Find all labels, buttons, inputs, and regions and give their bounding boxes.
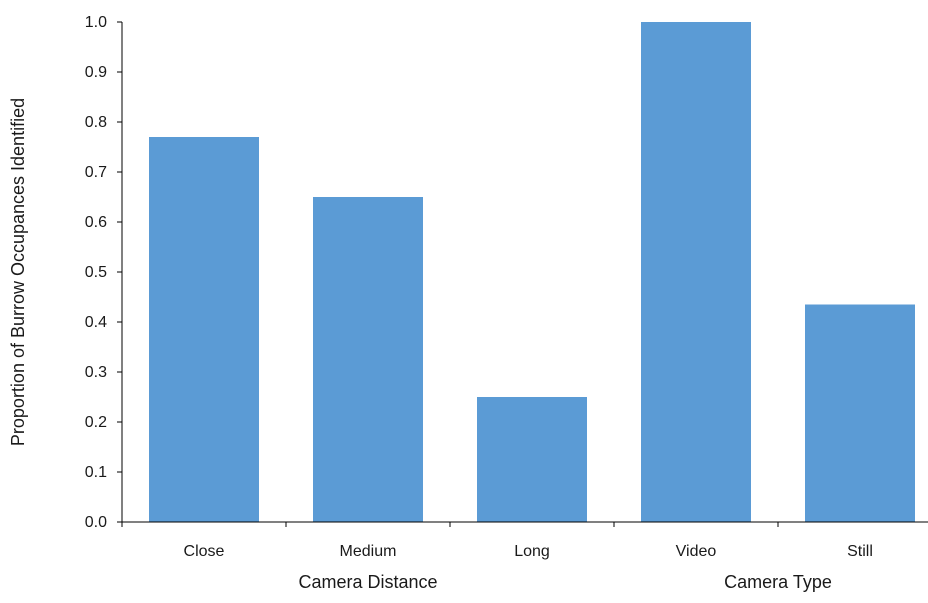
y-tick-label: 0.6	[85, 214, 107, 231]
x-category-label: Video	[676, 543, 717, 560]
y-tick-label: 0.1	[85, 464, 107, 481]
bar-close	[149, 137, 259, 522]
x-group-labels: Camera Distance Camera Type	[298, 572, 831, 592]
y-tick-label: 0.5	[85, 264, 107, 281]
bar-still	[805, 304, 915, 522]
x-category-label: Medium	[340, 543, 397, 560]
y-tick-label: 0.2	[85, 414, 107, 431]
y-tick-label: 0.3	[85, 364, 107, 381]
x-category-labels: Close Medium Long Video Still	[184, 543, 873, 560]
bar-video	[641, 22, 751, 522]
x-group-label: Camera Type	[724, 572, 832, 592]
bar-long	[477, 397, 587, 522]
x-category-label: Long	[514, 543, 550, 560]
y-tick-label: 0.8	[85, 114, 107, 131]
y-tick-label: 0.9	[85, 64, 107, 81]
y-ticks: 0.0 0.1 0.2 0.3 0.4 0.5 0.6 0.7 0.8 0.9 1.0	[85, 14, 779, 531]
bars-layer	[149, 22, 915, 522]
y-tick-label: 0.7	[85, 164, 107, 181]
x-category-label: Still	[847, 543, 873, 560]
bar-medium	[313, 197, 423, 522]
y-tick-label: 0.0	[85, 514, 107, 531]
y-axis-title: Proportion of Burrow Occupances Identifi…	[8, 98, 28, 446]
x-category-label: Close	[184, 543, 225, 560]
y-tick-label: 0.4	[85, 314, 107, 331]
y-tick-label: 1.0	[85, 14, 107, 31]
x-group-label: Camera Distance	[298, 572, 437, 592]
